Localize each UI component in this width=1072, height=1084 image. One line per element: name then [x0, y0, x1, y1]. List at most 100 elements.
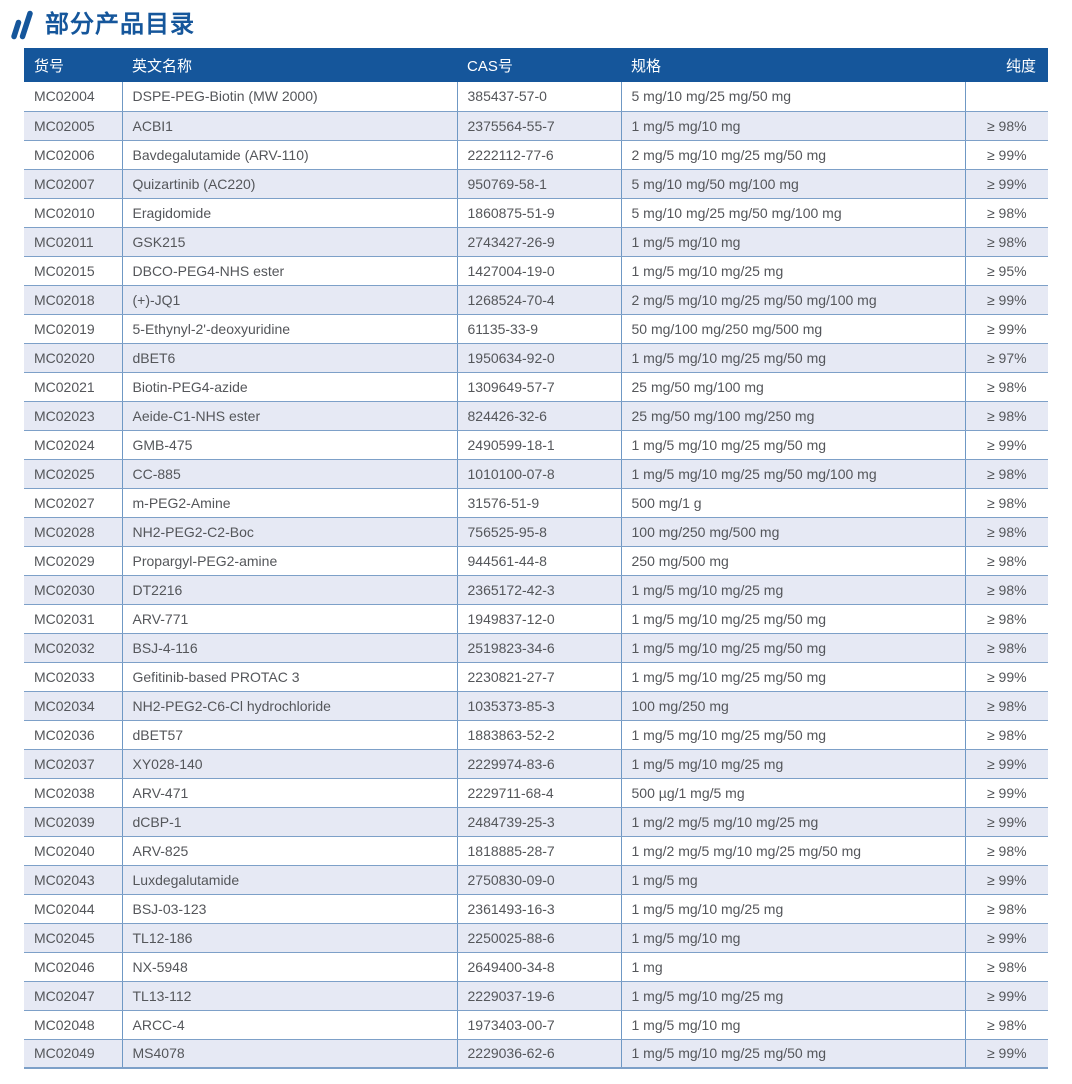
cell-name: NH2-PEG2-C6-Cl hydrochloride: [122, 691, 458, 721]
cell-code: MC02043: [24, 865, 123, 895]
cell-purity: ≥ 99%: [965, 140, 1048, 170]
table-row: MC02005 ACBI1 2375564-55-7 1 mg/5 mg/10 mg ≥…: [24, 111, 1048, 141]
cell-code: MC02028: [24, 517, 123, 547]
cell-spec: 1 mg/2 mg/5 mg/10 mg/25 mg/50 mg: [621, 836, 966, 866]
cell-code: MC02048: [24, 1010, 123, 1040]
cell-code: MC02018: [24, 285, 123, 315]
column-header-purity: 纯度: [965, 48, 1048, 82]
cell-name: BSJ-4-116: [122, 633, 458, 663]
cell-spec: 25 mg/50 mg/100 mg: [621, 372, 966, 402]
cell-name: ARV-471: [122, 778, 458, 808]
cell-code: MC02025: [24, 459, 123, 489]
cell-name: TL13-112: [122, 981, 458, 1011]
cell-code: MC02038: [24, 778, 123, 808]
cell-purity: ≥ 99%: [965, 807, 1048, 837]
cell-purity: ≥ 98%: [965, 227, 1048, 257]
cell-spec: 1 mg/5 mg/10 mg/25 mg/50 mg: [621, 720, 966, 750]
cell-spec: 1 mg/2 mg/5 mg/10 mg/25 mg: [621, 807, 966, 837]
cell-purity: ≥ 98%: [965, 952, 1048, 982]
cell-cas: 2361493-16-3: [457, 894, 622, 924]
cell-spec: 1 mg/5 mg/10 mg/25 mg/50 mg: [621, 633, 966, 663]
table-row: MC02018 (+)-JQ1 1268524-70-4 2 mg/5 mg/10 m…: [24, 285, 1048, 315]
cell-code: MC02031: [24, 604, 123, 634]
cell-code: MC02004: [24, 82, 123, 112]
cell-name: CC-885: [122, 459, 458, 489]
cell-spec: 1 mg/5 mg/10 mg/25 mg: [621, 894, 966, 924]
cell-name: Gefitinib-based PROTAC 3: [122, 662, 458, 692]
cell-spec: 1 mg: [621, 952, 966, 982]
cell-name: 5-Ethynyl-2'-deoxyuridine: [122, 314, 458, 344]
cell-spec: 5 mg/10 mg/25 mg/50 mg: [621, 82, 966, 112]
cell-spec: 500 mg/1 g: [621, 488, 966, 518]
table-row: MC02028 NH2-PEG2-C2-Boc 756525-95-8 100 mg/…: [24, 517, 1048, 547]
cell-spec: 1 mg/5 mg/10 mg/25 mg: [621, 575, 966, 605]
cell-code: MC02019: [24, 314, 123, 344]
cell-code: MC02033: [24, 662, 123, 692]
cell-cas: 2229036-62-6: [457, 1039, 622, 1069]
cell-purity: ≥ 99%: [965, 285, 1048, 315]
column-header-spec: 规格: [621, 48, 965, 82]
cell-cas: 2375564-55-7: [457, 111, 622, 141]
table-row: MC02043 Luxdegalutamide 2750830-09-0 1 mg/5…: [24, 865, 1048, 895]
table-row: MC02006 Bavdegalutamide (ARV-110) 2222112-…: [24, 140, 1048, 170]
cell-cas: 1010100-07-8: [457, 459, 622, 489]
table-row: MC02031 ARV-771 1949837-12-0 1 mg/5 mg/10 m…: [24, 604, 1048, 634]
cell-name: Propargyl-PEG2-amine: [122, 546, 458, 576]
table-row: MC02025 CC-885 1010100-07-8 1 mg/5 mg/10 mg…: [24, 459, 1048, 489]
cell-code: MC02027: [24, 488, 123, 518]
cell-code: MC02015: [24, 256, 123, 286]
column-header-code: 货号: [24, 48, 122, 82]
cell-purity: ≥ 99%: [965, 981, 1048, 1011]
cell-code: MC02039: [24, 807, 123, 837]
table-row: MC02030 DT2216 2365172-42-3 1 mg/5 mg/10 mg…: [24, 575, 1048, 605]
cell-name: dBET57: [122, 720, 458, 750]
cell-purity: ≥ 97%: [965, 343, 1048, 373]
cell-cas: 61135-33-9: [457, 314, 622, 344]
cell-purity: [965, 82, 1048, 112]
cell-purity: ≥ 98%: [965, 894, 1048, 924]
cell-cas: 824426-32-6: [457, 401, 622, 431]
cell-code: MC02049: [24, 1039, 123, 1069]
cell-cas: 2484739-25-3: [457, 807, 622, 837]
cell-code: MC02032: [24, 633, 123, 663]
cell-name: GMB-475: [122, 430, 458, 460]
table-row: MC02011 GSK215 2743427-26-9 1 mg/5 mg/10 mg…: [24, 227, 1048, 257]
cell-spec: 1 mg/5 mg/10 mg/25 mg: [621, 749, 966, 779]
cell-purity: ≥ 98%: [965, 198, 1048, 228]
cell-name: DSPE-PEG-Biotin (MW 2000): [122, 82, 458, 112]
cell-code: MC02046: [24, 952, 123, 982]
table-row: MC02049 MS4078 2229036-62-6 1 mg/5 mg/10 mg…: [24, 1039, 1048, 1069]
cell-name: ARV-825: [122, 836, 458, 866]
cell-cas: 1818885-28-7: [457, 836, 622, 866]
cell-purity: ≥ 99%: [965, 430, 1048, 460]
cell-name: NX-5948: [122, 952, 458, 982]
cell-name: Biotin-PEG4-azide: [122, 372, 458, 402]
cell-name: Bavdegalutamide (ARV-110): [122, 140, 458, 170]
cell-name: BSJ-03-123: [122, 894, 458, 924]
table-row: MC02032 BSJ-4-116 2519823-34-6 1 mg/5 mg/10…: [24, 633, 1048, 663]
table-row: MC02045 TL12-186 2250025-88-6 1 mg/5 mg/10 …: [24, 923, 1048, 953]
cell-code: MC02037: [24, 749, 123, 779]
cell-cas: 756525-95-8: [457, 517, 622, 547]
table-row: MC02010 Eragidomide 1860875-51-9 5 mg/10 mg…: [24, 198, 1048, 228]
table-row: MC02004 DSPE-PEG-Biotin (MW 2000) 385437-5…: [24, 82, 1048, 112]
cell-purity: ≥ 98%: [965, 517, 1048, 547]
flame-icon: [11, 10, 33, 39]
table-row: MC02040 ARV-825 1818885-28-7 1 mg/2 mg/5 mg…: [24, 836, 1048, 866]
table-row: MC02007 Quizartinib (AC220) 950769-58-1 5 m…: [24, 169, 1048, 199]
cell-purity: ≥ 98%: [965, 836, 1048, 866]
cell-cas: 1427004-19-0: [457, 256, 622, 286]
cell-spec: 250 mg/500 mg: [621, 546, 966, 576]
table-body: MC02004 DSPE-PEG-Biotin (MW 2000) 385437-5…: [24, 82, 1048, 1069]
table-row: MC02020 dBET6 1950634-92-0 1 mg/5 mg/10 mg/…: [24, 343, 1048, 373]
column-header-cas: CAS号: [457, 48, 621, 82]
cell-spec: 1 mg/5 mg/10 mg/25 mg/50 mg: [621, 1039, 966, 1069]
table-row: MC02046 NX-5948 2649400-34-8 1 mg ≥ 98%: [24, 952, 1048, 982]
table-row: MC02015 DBCO-PEG4-NHS ester 1427004-19-0 1 …: [24, 256, 1048, 286]
cell-name: Aeide-C1-NHS ester: [122, 401, 458, 431]
cell-cas: 1949837-12-0: [457, 604, 622, 634]
page-header: 部分产品目录: [0, 0, 1072, 42]
cell-spec: 1 mg/5 mg/10 mg/25 mg/50 mg: [621, 430, 966, 460]
table-row: MC02039 dCBP-1 2484739-25-3 1 mg/2 mg/5 mg/…: [24, 807, 1048, 837]
cell-cas: 1973403-00-7: [457, 1010, 622, 1040]
